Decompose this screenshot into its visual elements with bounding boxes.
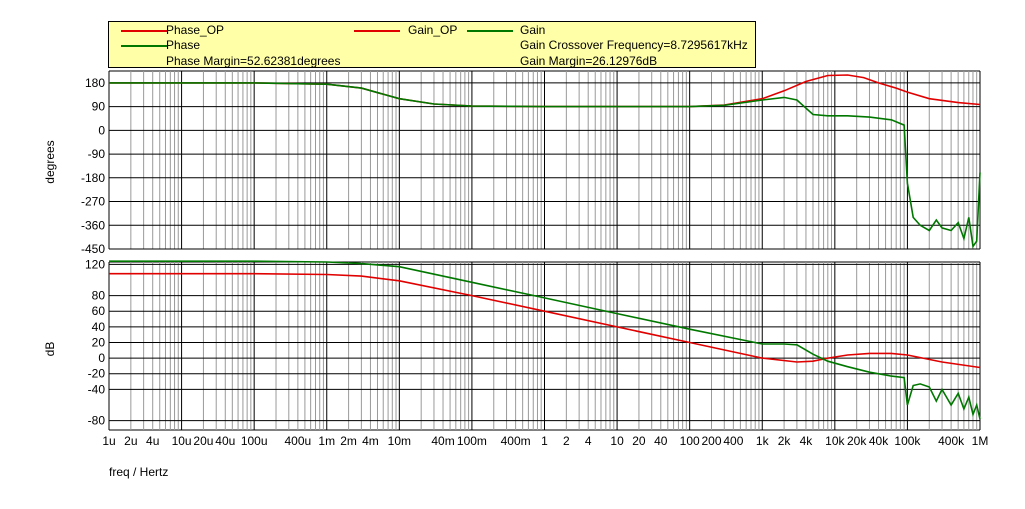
gain-margin-text: Gain Margin=26.12976dB [520,54,658,68]
x-tick-label: 20u [193,434,213,448]
x-tick-labels: 1u 2u 4u 10u 20u 40u 100u 400u 1m 2m 4m 10m 40m 100m 4… [102,434,988,448]
legend-label-gain-op: Gain_OP [408,23,458,37]
x-tick-label: 40 [654,434,668,448]
legend-label-phase: Phase [166,38,201,52]
phase-y-tick-label: -180 [81,171,105,185]
phase-plot-grid [108,70,981,250]
x-tick-label: 200 [702,434,722,448]
gain-series-gain [109,260,981,420]
x-tick-label: 1M [972,434,989,448]
x-tick-label: 40m [431,434,454,448]
x-tick-label: 100m [457,434,487,448]
x-tick-label: 100 [680,434,700,448]
gain-plot-series [109,260,981,420]
legend-label-phase-op: Phase_OP [166,23,225,37]
phase-series-phase [109,82,981,249]
x-tick-label: 20 [632,434,646,448]
x-tick-label: 100k [894,434,921,448]
x-tick-label: 40u [215,434,235,448]
x-tick-label: 2k [778,434,792,448]
x-tick-label: 4 [585,434,592,448]
phase-y-tick-label: -90 [88,147,106,161]
legend-swatch-gain [467,30,513,32]
x-axis-label: freq / Hertz [109,465,168,479]
x-tick-label: 10m [388,434,411,448]
x-tick-label: 1m [318,434,335,448]
x-tick-label: 10 [610,434,624,448]
x-tick-label: 400k [938,434,965,448]
phase-y-tick-label: -270 [81,195,105,209]
phase-margin-text: Phase Margin=52.62381degrees [166,54,341,68]
x-tick-label: 1k [756,434,770,448]
gain-y-tick-label: -40 [88,382,106,396]
x-tick-label: 4m [362,434,379,448]
phase-y-tick-label: -360 [81,218,105,232]
x-tick-label: 400 [723,434,743,448]
gain-crossover-text: Gain Crossover Frequency=8.7295617kHz [520,38,748,52]
phase-y-tick-label: -450 [81,242,105,256]
gain-series-gain-op [109,272,981,369]
gain-y-axis-label: dB [43,342,57,357]
x-tick-label: 4k [800,434,814,448]
phase-y-tick-label: 90 [92,100,106,114]
x-tick-label: 40k [869,434,889,448]
phase-y-tick-label: 180 [85,76,105,90]
phase-y-tick-label: 0 [98,123,105,137]
x-tick-label: 2u [124,434,137,448]
phase-plot-y-ticks: 180 90 0 -90 -180 -270 -360 -450 [81,76,105,256]
phase-plot-series [109,74,981,249]
legend-label-gain: Gain [520,23,546,37]
x-tick-label: 100u [241,434,268,448]
legend-swatch-gain-op [354,30,400,32]
x-tick-label: 4u [146,434,159,448]
x-tick-label: 400u [285,434,312,448]
x-tick-label: 1u [102,434,115,448]
legend: Phase_OP Phase Phase Margin=52.62381degr… [108,21,756,68]
gain-y-tick-label: 20 [92,335,106,349]
gain-y-tick-label: -80 [88,414,106,428]
x-tick-label: 2m [340,434,357,448]
legend-swatch-phase [121,45,167,47]
gain-y-tick-label: -20 [88,367,106,381]
legend-swatch-phase-op [121,30,167,32]
x-tick-label: 400m [501,434,531,448]
x-tick-label: 10u [172,434,192,448]
x-tick-label: 10k [825,434,845,448]
gain-y-tick-label: 80 [92,289,106,303]
x-tick-label: 20k [847,434,867,448]
gain-y-tick-label: 60 [92,304,106,318]
x-tick-label: 1 [541,434,548,448]
phase-y-axis-label: degrees [43,140,57,183]
gain-y-tick-label: 120 [85,257,105,271]
x-tick-label: 2 [563,434,570,448]
gain-y-tick-label: 0 [98,351,105,365]
gain-y-tick-label: 40 [92,320,106,334]
gain-plot-grid [108,261,981,431]
